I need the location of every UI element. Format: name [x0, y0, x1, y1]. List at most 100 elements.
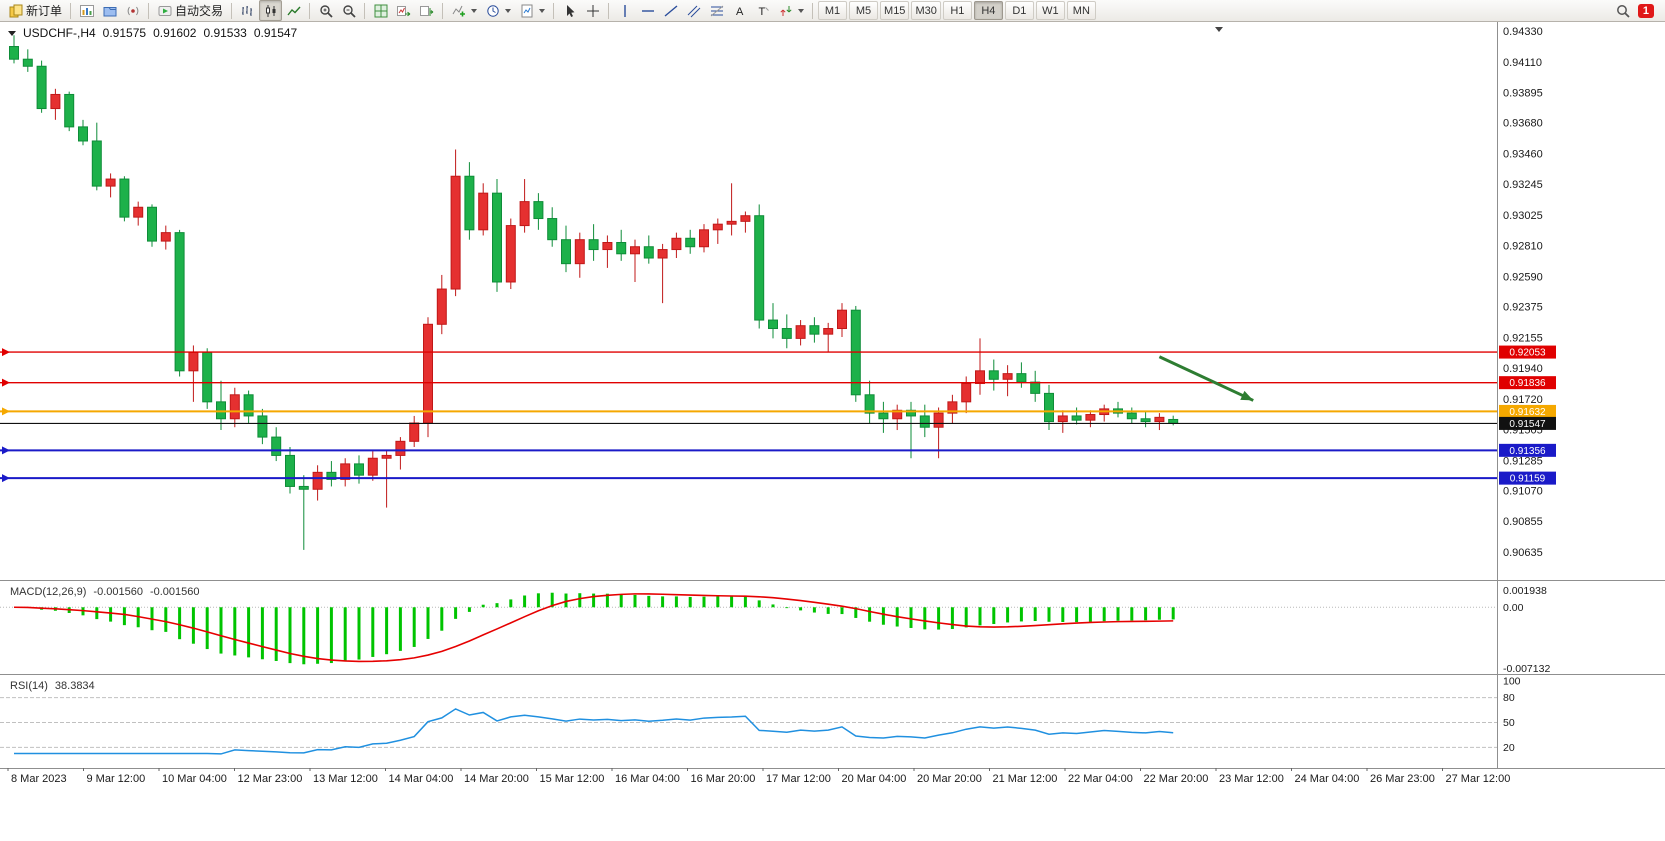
- new-order-icon: [8, 3, 23, 18]
- trendline-icon: [663, 3, 678, 18]
- price-axis[interactable]: [1497, 22, 1665, 768]
- text-icon: A: [732, 3, 747, 18]
- notification-badge[interactable]: 1: [1637, 3, 1654, 18]
- macd-histogram: [26, 592, 1175, 665]
- svg-text:12 Mar 23:00: 12 Mar 23:00: [238, 773, 303, 785]
- bar-open-value: 0.91575: [102, 26, 147, 40]
- horizontal-line[interactable]: [0, 407, 1497, 416]
- new-order-button-label: 新订单: [26, 4, 63, 18]
- svg-text:20 Mar 20:00: 20 Mar 20:00: [917, 773, 982, 785]
- macd-name: MACD(12,26,9): [10, 586, 87, 598]
- svg-text:26 Mar 23:00: 26 Mar 23:00: [1370, 773, 1435, 785]
- community-button[interactable]: [121, 0, 144, 21]
- rsi-levels: 100 80 50 20: [0, 676, 1521, 754]
- profiles-button[interactable]: [98, 0, 121, 21]
- auto-scroll-button[interactable]: [392, 0, 415, 21]
- svg-text:9 Mar 12:00: 9 Mar 12:00: [87, 773, 146, 785]
- dropdown-arrow-icon: [505, 8, 512, 13]
- svg-text:0.91940: 0.91940: [1503, 363, 1543, 375]
- svg-text:0.90855: 0.90855: [1503, 516, 1543, 528]
- horizontal-line[interactable]: [0, 474, 1497, 483]
- text-button[interactable]: A: [728, 0, 751, 21]
- tf-button-D1[interactable]: D1: [1004, 1, 1034, 20]
- svg-text:0.94110: 0.94110: [1503, 57, 1542, 69]
- label-button[interactable]: T: [751, 0, 774, 21]
- line-chart-button[interactable]: [282, 0, 305, 21]
- svg-text:0.91836: 0.91836: [1509, 378, 1546, 389]
- candles-icon: [263, 3, 278, 18]
- tf-button-H1[interactable]: H1: [942, 1, 972, 20]
- price-tag: 0.91547: [1499, 416, 1556, 430]
- periods-button[interactable]: [481, 0, 515, 21]
- price-tag: 0.91356: [1499, 443, 1556, 457]
- tf-button-MN[interactable]: MN: [1066, 1, 1096, 20]
- tf-button-M1[interactable]: M1: [818, 1, 848, 20]
- svg-text:0.93460: 0.93460: [1503, 149, 1543, 161]
- chart-shift-marker[interactable]: [1215, 27, 1223, 32]
- cursor-button[interactable]: [558, 0, 581, 21]
- horizontal-line[interactable]: [0, 446, 1497, 455]
- bar-chart-button[interactable]: [236, 0, 259, 21]
- hline-icon: [640, 3, 655, 18]
- tile-windows-button[interactable]: [369, 0, 392, 21]
- svg-text:14 Mar 04:00: 14 Mar 04:00: [389, 773, 454, 785]
- zoom-out-button[interactable]: [337, 0, 360, 21]
- auto-scroll-icon: [396, 3, 411, 18]
- fibonacci-icon: [709, 3, 724, 18]
- macd-main-value: -0.001560: [93, 586, 143, 598]
- chart-header: USDCHF-,H4 0.91575 0.91602 0.91533 0.915…: [8, 26, 297, 40]
- bar-high-value: 0.91602: [153, 26, 197, 40]
- svg-text:10 Mar 04:00: 10 Mar 04:00: [162, 773, 227, 785]
- templates-icon: [519, 3, 534, 18]
- time-axis[interactable]: [0, 768, 1665, 792]
- trendline-button[interactable]: [659, 0, 682, 21]
- autotrading-button-label: 自动交易: [175, 4, 224, 18]
- tf-button-H4[interactable]: H4: [973, 1, 1003, 20]
- templates-button[interactable]: [515, 0, 549, 21]
- svg-text:0.91632: 0.91632: [1509, 407, 1546, 418]
- macd-signal-value: -0.001560: [149, 586, 200, 598]
- svg-text:T: T: [758, 6, 765, 18]
- toolbar-separator: [553, 2, 555, 19]
- horizontal-line[interactable]: [0, 348, 1497, 357]
- autotrading-button[interactable]: 自动交易: [153, 0, 227, 21]
- svg-text:22 Mar 04:00: 22 Mar 04:00: [1068, 773, 1133, 785]
- chart-dropdown-icon[interactable]: [8, 30, 16, 36]
- svg-text:0.91547: 0.91547: [1509, 419, 1546, 430]
- periods-icon: [485, 3, 500, 18]
- tf-button-M5[interactable]: M5: [849, 1, 879, 20]
- zoom-in-button[interactable]: [314, 0, 337, 21]
- line-chart-icon: [286, 3, 301, 18]
- hline-button[interactable]: [636, 0, 659, 21]
- chart-shift-button[interactable]: [415, 0, 438, 21]
- svg-text:0.92375: 0.92375: [1503, 302, 1543, 314]
- new-order-button[interactable]: 新订单: [4, 0, 66, 21]
- tf-button-M30[interactable]: M30: [911, 1, 941, 20]
- channel-button[interactable]: [682, 0, 705, 21]
- horizontal-line[interactable]: [0, 378, 1497, 387]
- tf-button-M15[interactable]: M15: [880, 1, 910, 20]
- arrows-icon: [778, 3, 793, 18]
- chart-canvas[interactable]: 0.94330 0.94110 0.93895 0.93680 0.93460 0.932…: [0, 22, 1665, 841]
- trend-arrow[interactable]: [1158, 355, 1254, 402]
- crosshair-button[interactable]: [581, 0, 604, 21]
- new-chart-button[interactable]: [75, 0, 98, 21]
- search-icon[interactable]: [1616, 3, 1631, 18]
- svg-text:0.92590: 0.92590: [1503, 271, 1543, 283]
- svg-text:20 Mar 04:00: 20 Mar 04:00: [842, 773, 907, 785]
- rsi-value: 38.3834: [54, 680, 95, 692]
- bar-close-value: 0.91547: [253, 26, 298, 40]
- candlestick-button[interactable]: [259, 0, 283, 21]
- candlestick-series: [9, 35, 1179, 550]
- arrows-button[interactable]: [774, 0, 808, 21]
- svg-text:0.91285: 0.91285: [1503, 455, 1543, 467]
- fibonacci-button[interactable]: [705, 0, 728, 21]
- svg-text:24 Mar 04:00: 24 Mar 04:00: [1295, 773, 1360, 785]
- svg-text:0.92810: 0.92810: [1503, 240, 1543, 252]
- indicators-button[interactable]: [447, 0, 481, 21]
- price-tag: 0.91836: [1499, 376, 1556, 390]
- zoom-out-icon: [341, 3, 356, 18]
- tf-button-W1[interactable]: W1: [1035, 1, 1065, 20]
- vline-button[interactable]: [613, 0, 636, 21]
- price-tag: 0.92053: [1499, 345, 1556, 359]
